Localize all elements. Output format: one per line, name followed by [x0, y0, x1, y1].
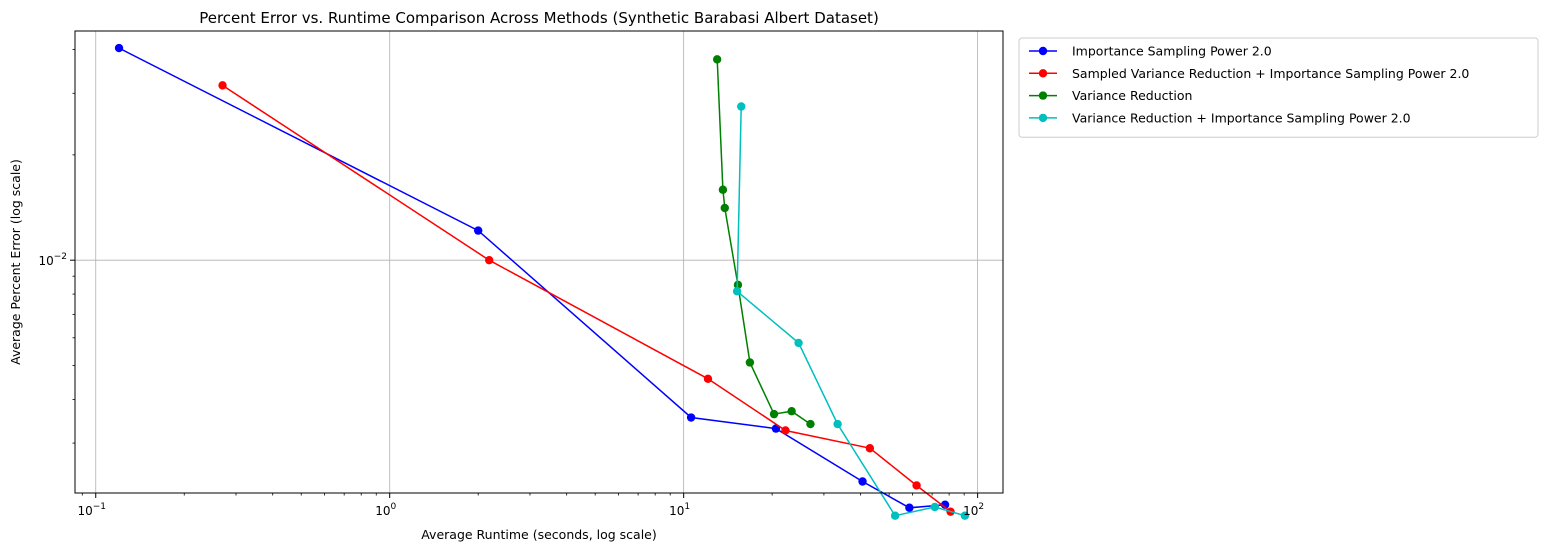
data-point [787, 407, 796, 416]
data-point [858, 477, 867, 486]
legend-item: Sampled Variance Reduction + Importance … [1029, 66, 1469, 81]
x-tick-label: 101 [669, 502, 690, 518]
data-point [960, 511, 970, 520]
legend-frame [1018, 37, 1539, 138]
data-point [703, 374, 713, 384]
legend: Importance Sampling Power 2.0 Sampled Var… [1018, 37, 1539, 138]
data-point [718, 185, 728, 194]
legend-item: Variance Reduction + Importance Sampling… [1029, 110, 1411, 125]
data-point [912, 481, 921, 490]
data-point [737, 102, 746, 111]
data-point [720, 203, 729, 213]
data-point [218, 81, 227, 90]
x-tick-label: 10−1 [77, 502, 106, 518]
legend-marker [1038, 46, 1048, 56]
data-point [745, 358, 755, 367]
legend-marker [1038, 91, 1048, 100]
data-point [771, 424, 781, 433]
data-point [114, 43, 124, 53]
series-line [716, 59, 811, 425]
series-line [118, 47, 946, 509]
legend-label: Variance Reduction + Importance Sampling… [1072, 110, 1411, 125]
data-point [930, 502, 939, 512]
series-0 [114, 43, 950, 512]
x-tick-label: 102 [963, 502, 984, 518]
legend-label: Importance Sampling Power 2.0 [1072, 44, 1272, 59]
plot-frame [74, 30, 1004, 494]
series-2 [712, 55, 815, 429]
series-layer [114, 43, 970, 520]
legend-item: Variance Reduction [1029, 88, 1192, 103]
data-point [794, 338, 803, 348]
legend-item: Importance Sampling Power 2.0 [1029, 44, 1272, 59]
grid [75, 31, 1003, 493]
series-line [736, 106, 966, 517]
data-point [940, 500, 950, 509]
data-point [833, 419, 842, 429]
y-tick-label: 10−2 [38, 252, 67, 268]
data-point [769, 409, 779, 419]
data-point [473, 226, 483, 235]
legend-label: Variance Reduction [1072, 88, 1192, 103]
legend-marker [1038, 69, 1048, 78]
x-tick-label: 100 [375, 502, 396, 518]
legend-marker [1038, 113, 1048, 123]
data-point [732, 287, 742, 296]
data-point [905, 503, 914, 512]
series-line [222, 84, 952, 513]
data-point [712, 55, 722, 64]
data-point [686, 413, 696, 422]
y-axis-label: Average Percent Error (log scale) [8, 159, 23, 365]
series-1 [218, 81, 955, 516]
data-point [806, 419, 815, 429]
chart-title: Percent Error vs. Runtime Comparison Acr… [199, 9, 879, 27]
data-point [484, 255, 494, 265]
series-3 [732, 102, 970, 520]
data-point [865, 444, 875, 453]
ticks: 10−1 100 101 102 10−2 [38, 49, 984, 518]
data-point [890, 511, 900, 520]
legend-label: Sampled Variance Reduction + Importance … [1072, 66, 1469, 81]
data-point [781, 426, 790, 435]
x-axis-label: Average Runtime (seconds, log scale) [421, 527, 657, 542]
